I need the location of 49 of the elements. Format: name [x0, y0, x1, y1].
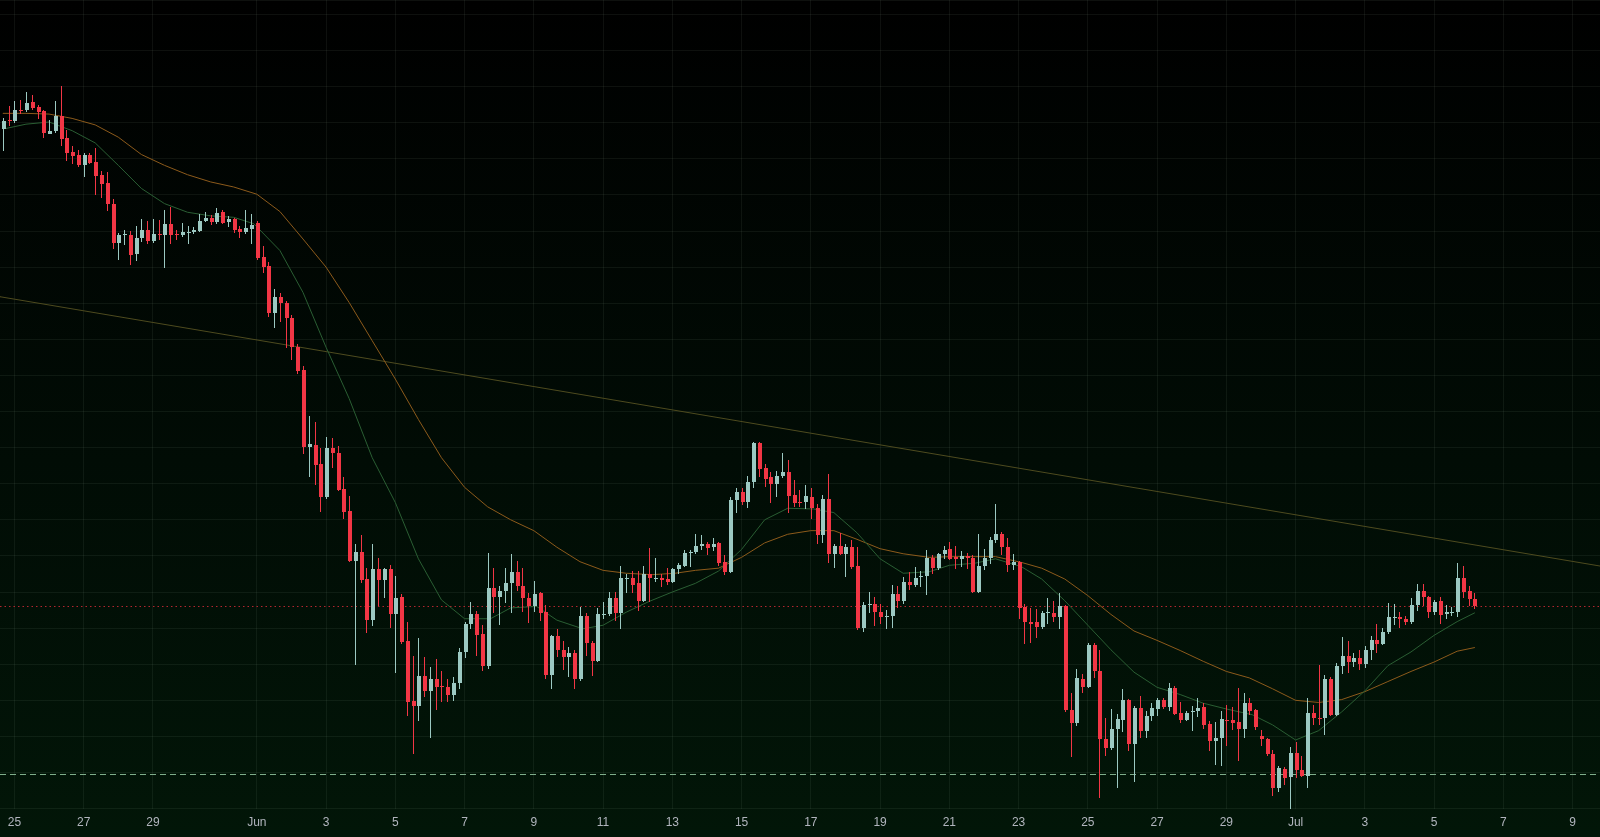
candlestick	[885, 610, 889, 629]
candlestick	[868, 592, 872, 613]
candlestick	[123, 230, 127, 245]
x-tick-label: 7	[1499, 815, 1507, 830]
candlestick	[1214, 722, 1218, 765]
x-tick-label: 3	[322, 815, 330, 830]
x-tick-label: Jun	[247, 815, 267, 830]
candlestick	[625, 574, 629, 593]
candlestick	[19, 100, 23, 114]
x-tick-label: 9	[530, 815, 538, 830]
candlestick	[919, 571, 923, 587]
candlestick	[1318, 665, 1322, 725]
candlestick	[187, 226, 191, 244]
x-tick-label: 21	[942, 815, 957, 830]
x-tick-label: 17	[804, 815, 818, 830]
candlestick	[1046, 598, 1050, 624]
x-tick-label: Jul	[1287, 815, 1304, 830]
x-tick-label: 19	[873, 815, 888, 830]
x-tick-label: 25	[1081, 815, 1095, 830]
candlestick	[308, 416, 312, 477]
candlestick	[1237, 688, 1241, 761]
candlestick	[158, 220, 162, 240]
candlestick	[1225, 705, 1229, 746]
candlestick	[954, 546, 958, 569]
candlestick	[1029, 608, 1033, 643]
x-tick-label: 5	[391, 815, 399, 830]
x-tick-label: 7	[461, 815, 469, 830]
x-tick-label: 23	[1011, 815, 1026, 830]
candlestick	[354, 544, 358, 665]
candlestick	[654, 558, 658, 582]
x-tick-label: 29	[146, 815, 160, 830]
x-tick-label: 3	[1361, 815, 1369, 830]
x-tick-label: 27	[1150, 815, 1165, 830]
candlestick	[1191, 706, 1195, 731]
x-tick-label: 25	[7, 815, 22, 830]
x-tick-label: 11	[596, 815, 610, 830]
x-tick-label: 13	[665, 815, 680, 830]
candlestick	[8, 106, 12, 126]
candlestick	[1393, 604, 1397, 625]
x-tick-label: 9	[1569, 815, 1577, 830]
x-tick-label: 5	[1430, 815, 1438, 830]
candlestick	[602, 602, 606, 619]
x-tick-label: 29	[1219, 815, 1234, 830]
candlestick	[412, 656, 416, 754]
x-tick-label: 27	[77, 815, 91, 830]
candlestick	[175, 230, 179, 240]
candlestick	[648, 548, 652, 602]
x-tick-label: 15	[734, 815, 749, 830]
candlestick	[689, 550, 693, 567]
